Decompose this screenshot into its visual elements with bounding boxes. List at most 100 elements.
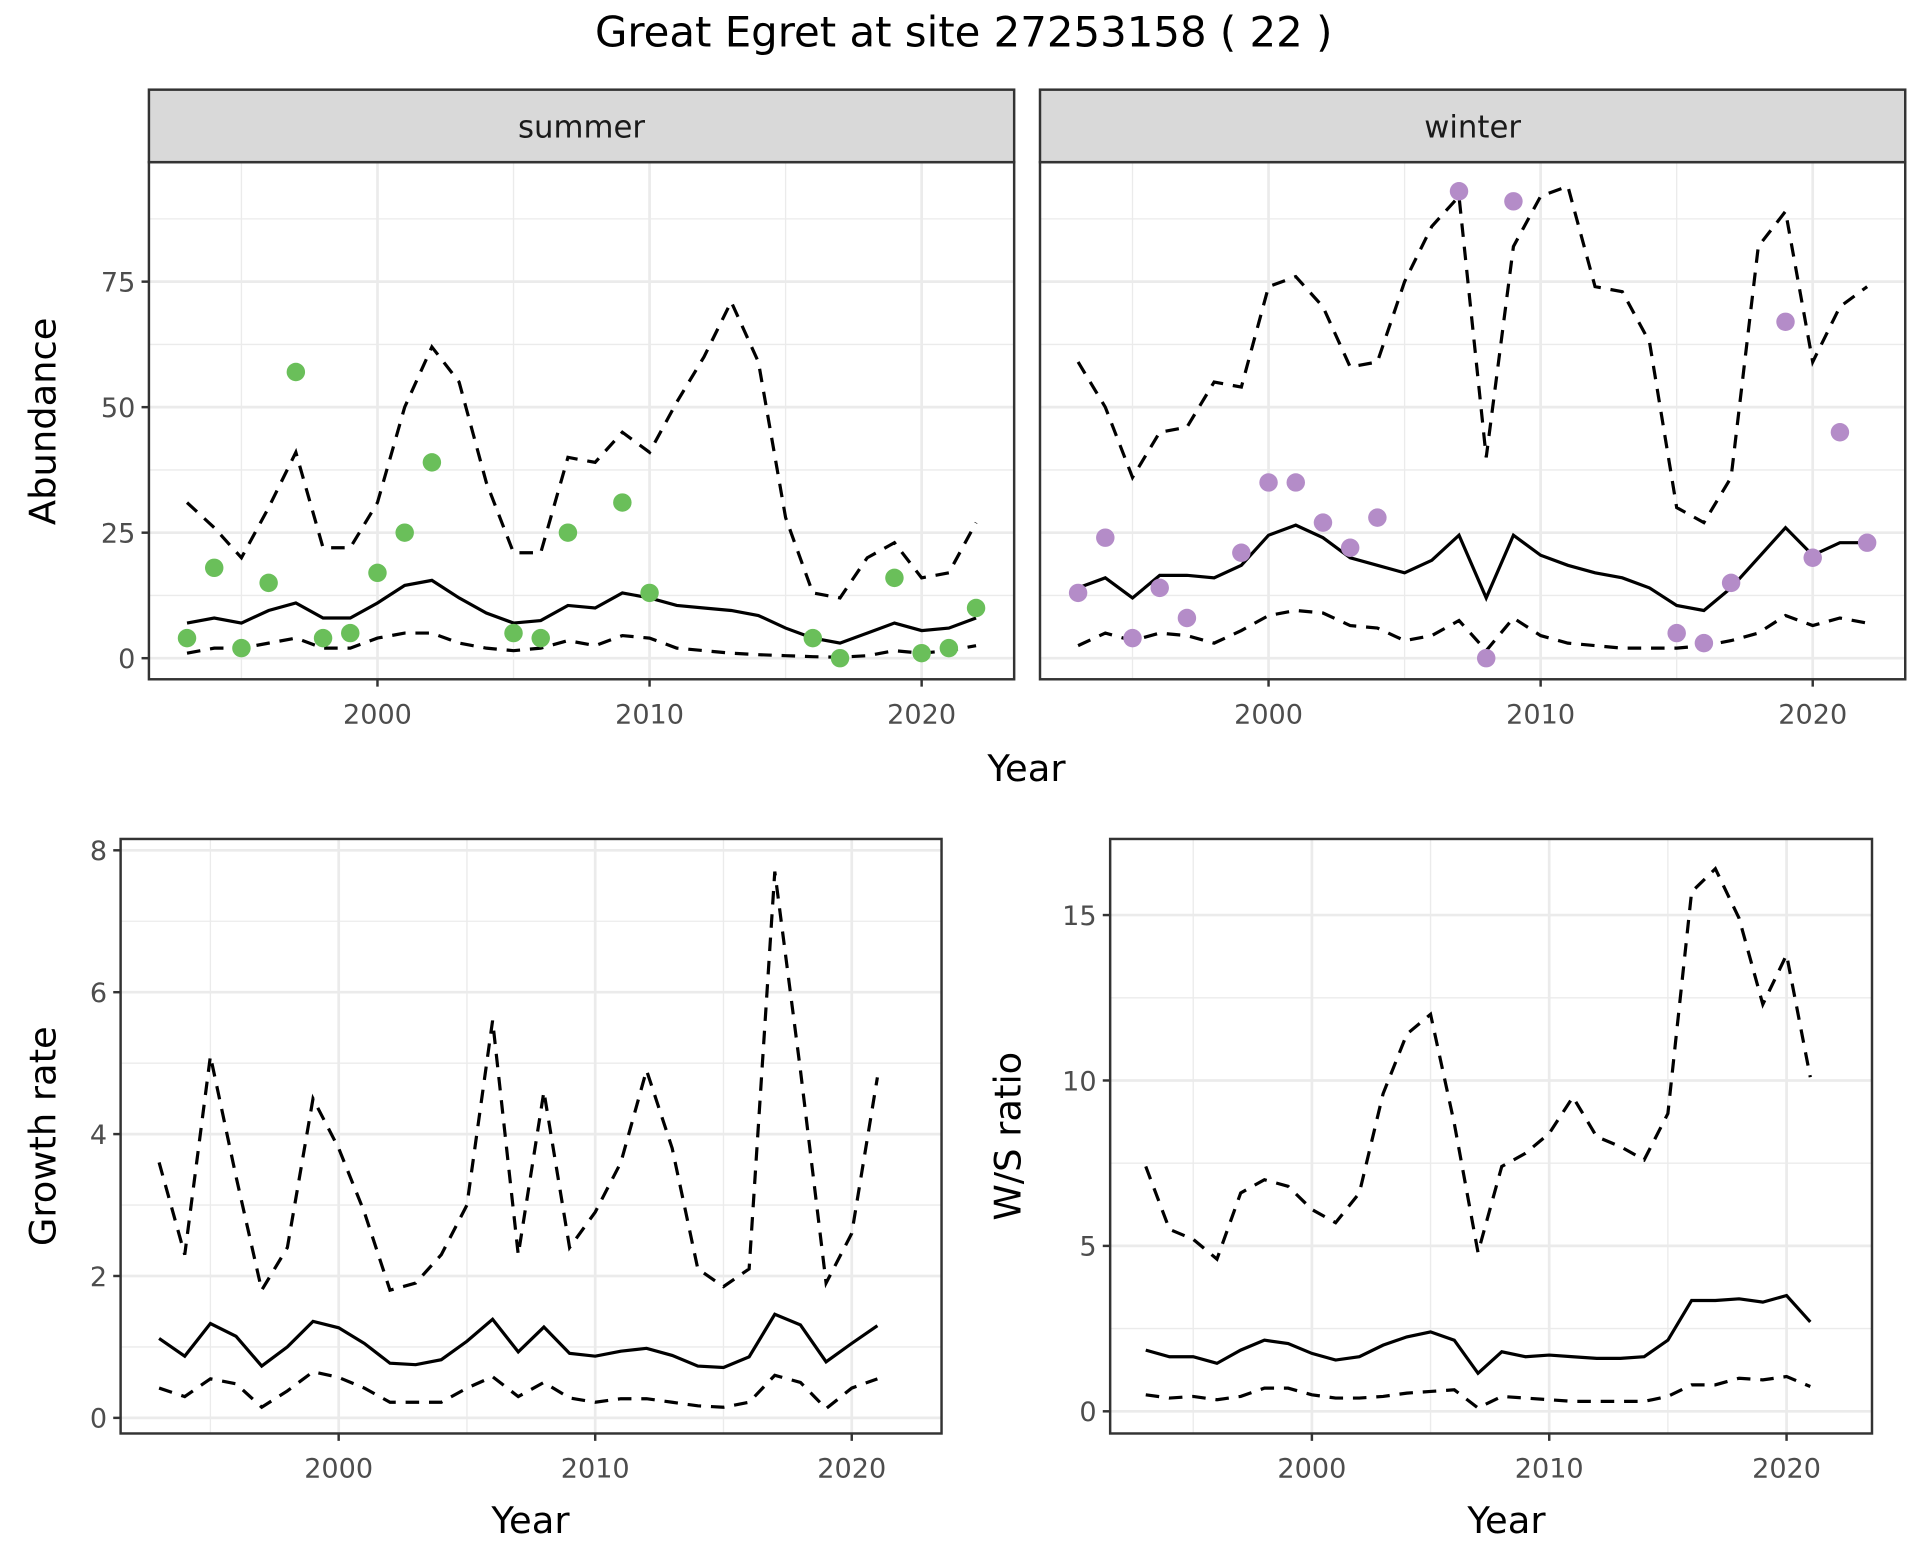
mean-line — [186, 578, 977, 645]
x-tick-label: 2020 — [1752, 1454, 1821, 1485]
facet-label: winter — [1424, 110, 1521, 146]
lower-bound-line — [186, 631, 977, 659]
data-point — [912, 643, 931, 663]
lower-bound-line — [1077, 608, 1868, 654]
facet-label: summer — [518, 110, 645, 146]
y-tick-label: 4 — [90, 1120, 107, 1151]
upper-bound-line — [1144, 866, 1812, 1262]
y-tick-label: 25 — [101, 519, 135, 550]
x-tick-label: 2000 — [343, 700, 412, 731]
data-point — [1449, 182, 1469, 201]
data-point — [232, 638, 251, 658]
x-tick-label: 2000 — [1234, 700, 1303, 731]
data-point — [613, 493, 632, 512]
y-axis-label-growth: Growth rate — [21, 1026, 64, 1246]
data-point — [204, 558, 224, 578]
x-tick-label: 2010 — [1506, 700, 1575, 731]
mean-line — [158, 1312, 879, 1370]
data-point — [1830, 423, 1850, 442]
x-tick-label: 2010 — [561, 1454, 630, 1485]
facet-strip — [147, 88, 1016, 164]
data-point — [1232, 543, 1251, 562]
x-tick-label: 2020 — [1778, 700, 1847, 731]
data-point — [1721, 573, 1741, 593]
y-tick-label: 6 — [90, 978, 107, 1009]
y-tick-label: 2 — [90, 1262, 107, 1293]
y-tick-label: 15 — [1062, 901, 1096, 932]
panel-growth: 2000 2010 2020 0 2 4 6 8 — [90, 836, 943, 1485]
upper-bound-line — [1076, 184, 1869, 525]
data-point — [1313, 513, 1333, 532]
x-axis-label-growth: Year — [490, 1499, 570, 1542]
data-point — [640, 583, 659, 603]
data-point — [1259, 473, 1278, 492]
data-point — [1340, 538, 1360, 557]
data-point — [1177, 608, 1197, 628]
y-tick-label: 50 — [101, 393, 135, 424]
data-point — [966, 598, 986, 618]
y-tick-label: 0 — [90, 1404, 107, 1435]
data-point — [1286, 473, 1305, 492]
mean-line — [1145, 1293, 1812, 1376]
data-point — [286, 362, 306, 382]
data-point — [1776, 312, 1795, 332]
upper-bound-line — [157, 871, 879, 1295]
data-point — [885, 568, 904, 588]
y-tick-label: 0 — [1079, 1397, 1096, 1428]
x-tick-label: 2020 — [817, 1454, 886, 1485]
x-tick-label: 2000 — [304, 1454, 373, 1485]
y-tick-label: 8 — [90, 836, 107, 867]
x-tick-label: 2010 — [615, 700, 684, 731]
upper-bound-line — [185, 297, 978, 600]
x-tick-label: 2010 — [1515, 1454, 1584, 1485]
y-axis-label-ws: W/S ratio — [986, 1052, 1029, 1221]
data-point — [177, 628, 197, 648]
y-tick-label: 0 — [118, 644, 135, 675]
plot-background — [148, 162, 1015, 680]
data-point — [1857, 533, 1877, 552]
data-point — [939, 638, 959, 658]
lower-bound-line — [158, 1370, 878, 1411]
data-point — [368, 563, 387, 583]
data-point — [531, 628, 550, 648]
data-point — [830, 648, 850, 668]
y-tick-label: 5 — [1079, 1232, 1096, 1263]
y-tick-label: 10 — [1062, 1066, 1096, 1097]
data-point — [395, 523, 414, 542]
x-tick-label: 2020 — [887, 700, 956, 731]
data-point — [558, 523, 578, 542]
data-point — [1504, 192, 1523, 211]
panel-summer: summer 2000 2010 2020 0 25 50 75 — [101, 88, 1016, 731]
y-axis-label-abundance: Abundance — [21, 318, 64, 526]
data-point — [1068, 583, 1088, 603]
x-axis-label-ws: Year — [1466, 1499, 1546, 1542]
panel-ws: 2000 2010 2020 0 5 10 15 — [1062, 837, 1874, 1485]
data-point — [1667, 623, 1686, 643]
data-point — [1368, 508, 1387, 527]
data-point — [313, 628, 333, 648]
panel-border — [119, 837, 943, 1435]
plot-background — [120, 838, 942, 1434]
data-point — [1803, 548, 1822, 567]
data-point — [341, 623, 360, 643]
data-point — [1476, 648, 1496, 668]
data-point — [1123, 628, 1142, 648]
facet-strip — [1038, 88, 1907, 164]
data-point — [1150, 578, 1169, 598]
chart-title: Great Egret at site 27253158 ( 22 ) — [595, 8, 1332, 57]
y-tick-label: 75 — [101, 267, 135, 298]
panel-border — [1108, 837, 1874, 1435]
plot-background — [1040, 162, 1906, 680]
plot-background — [1110, 838, 1872, 1434]
data-point — [1096, 528, 1115, 547]
data-point — [259, 573, 278, 593]
data-point — [1694, 633, 1714, 653]
data-point — [422, 453, 442, 472]
data-point — [504, 623, 523, 643]
x-axis-label-top: Year — [986, 747, 1066, 790]
data-point — [803, 628, 823, 648]
x-tick-label: 2000 — [1277, 1454, 1346, 1485]
lower-bound-line — [1145, 1374, 1811, 1410]
panel-winter: winter 2000 2010 2020 — [1038, 88, 1907, 731]
